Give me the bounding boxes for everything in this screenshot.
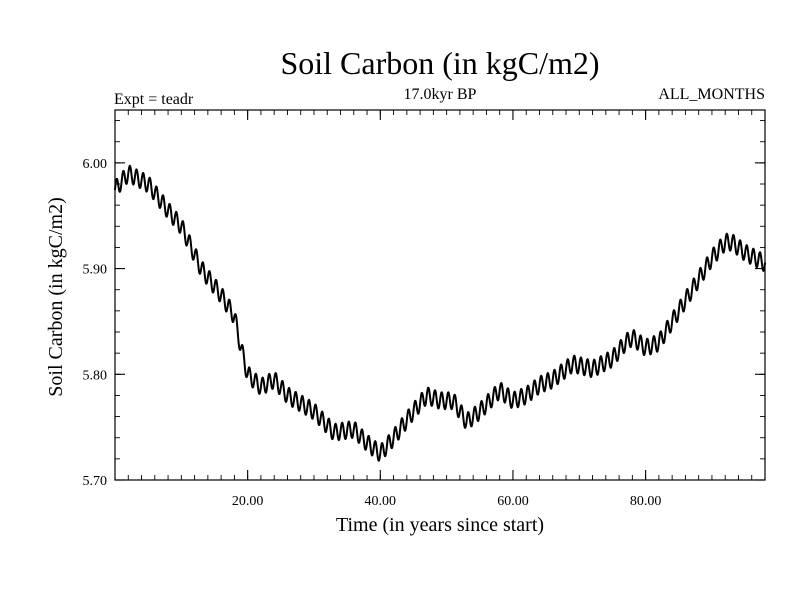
series-layer [114,164,766,462]
y-axis-label: Soil Carbon (in kgC/m2) [45,197,67,396]
y-tick-label: 5.70 [83,474,108,489]
tick-labels: 20.00 40.00 60.00 80.00 5.70 5.80 5.90 6.00 [83,157,662,509]
axis-ticks [115,110,765,481]
chart-title: Soil Carbon (in kgC/m2) [280,45,599,81]
plot-frame [114,109,766,481]
x-tick-label: 80.00 [630,494,662,509]
x-tick-label: 40.00 [365,494,397,509]
x-tick-label: 20.00 [232,494,264,509]
y-tick-label: 5.90 [83,263,108,278]
experiment-label: Expt = teadr [114,91,194,108]
chart-subtitle: 17.0kyr BP [404,86,477,103]
y-tick-label: 6.00 [83,157,108,172]
months-label: ALL_MONTHS [658,86,765,103]
y-tick-label: 5.80 [83,368,108,383]
x-tick-label: 60.00 [497,494,529,509]
x-axis-label: Time (in years since start) [336,514,544,536]
soil-carbon-series-line [114,164,766,462]
